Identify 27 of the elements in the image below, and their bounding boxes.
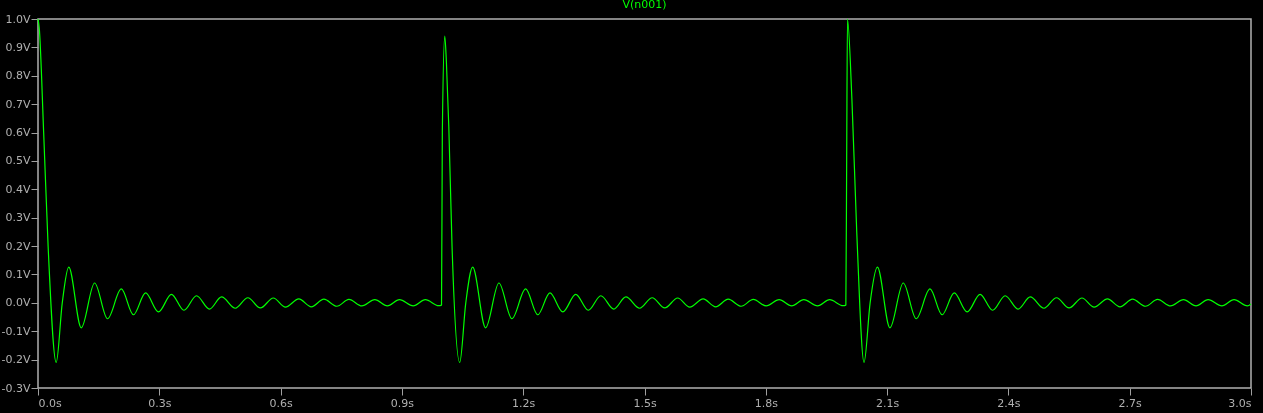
x-tick-label: 0.6s (269, 396, 293, 410)
y-tick-label: 1.0V (5, 12, 31, 26)
y-tick-label: 0.2V (5, 239, 31, 253)
y-tick-label: 0.6V (5, 126, 31, 140)
y-tick-label: 0.4V (5, 182, 31, 196)
x-tick-label: 2.7s (1118, 396, 1143, 410)
y-tick-label: -0.1V (1, 324, 31, 338)
x-tick-label: 1.8s (754, 396, 779, 410)
x-tick-label: 3.0s (1228, 396, 1252, 410)
y-tick-label: -0.2V (1, 353, 31, 367)
line-series (37, 18, 1252, 364)
y-tick-label: 0.0V (5, 296, 31, 310)
y-tick-label: 0.1V (5, 267, 31, 281)
y-tick-label: 0.7V (5, 97, 31, 111)
x-tick-label: 1.5s (633, 396, 657, 410)
x-tick-label: 0.3s (148, 396, 172, 410)
x-tick-label: 2.4s (997, 396, 1021, 410)
x-tick-label: 1.2s (512, 396, 536, 410)
y-tick-label: 0.3V (5, 211, 31, 225)
x-tick-label: 2.1s (875, 396, 900, 410)
y-tick-label: 0.5V (5, 154, 31, 168)
y-tick-label: -0.3V (1, 381, 31, 395)
x-tick-label: 0.9s (390, 396, 415, 410)
chart-title: V(n001) (622, 0, 667, 11)
x-tick-label: 0.0s (38, 396, 62, 410)
y-tick-label: 0.8V (5, 69, 31, 83)
y-tick-label: 0.9V (5, 40, 31, 54)
